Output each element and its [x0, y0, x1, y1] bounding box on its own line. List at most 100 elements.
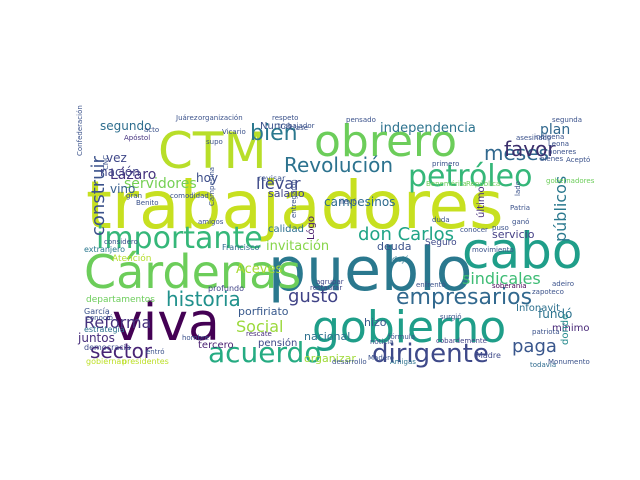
word-107: acto [144, 126, 159, 134]
word-125: trabajador [278, 122, 315, 130]
word-78: restaurar [310, 284, 342, 292]
word-91: Leona [548, 140, 569, 148]
word-127: entregaron [290, 179, 298, 218]
word-101: Patria [510, 204, 530, 212]
word-6: CTM [158, 122, 267, 180]
word-42: nacional [304, 330, 350, 343]
word-109: amigos [198, 218, 224, 226]
word-39: nación [100, 165, 140, 179]
word-9: petróleo [408, 159, 532, 194]
word-24: Social [236, 317, 283, 336]
word-95: segunda [552, 116, 582, 124]
word-58: Seguro [425, 238, 457, 248]
word-0: trabajadores [86, 167, 504, 244]
word-69: presidentes [122, 357, 169, 366]
word-112: hombre [182, 334, 209, 342]
word-74: todavía [530, 361, 556, 369]
word-75: Monumento [548, 358, 590, 366]
word-2: viva [112, 293, 220, 353]
word-33: campesinos [324, 195, 395, 209]
word-56: último [475, 186, 487, 218]
word-36: vino [110, 182, 135, 196]
word-71: desarrollo [332, 358, 367, 366]
word-14: empresarios [396, 285, 532, 310]
word-46: deuda [377, 240, 411, 253]
word-122: Confederación [76, 105, 84, 156]
word-65: García [84, 307, 110, 316]
word-16: bien [250, 121, 298, 146]
word-104: Campesina [208, 167, 216, 206]
word-100: República [466, 180, 500, 188]
word-57: vez [106, 151, 127, 165]
word-99: Benemérita [426, 180, 467, 188]
word-111: conoció [86, 314, 113, 322]
word-87: organización [198, 114, 243, 122]
word-108: supo [206, 138, 223, 146]
word-12: Revolución [284, 153, 393, 177]
word-11: dirigente [372, 339, 489, 369]
word-84: Vicario [222, 128, 246, 136]
word-103: gran [126, 192, 142, 200]
word-119: conocer [460, 226, 488, 234]
word-55: donde [560, 314, 571, 345]
word-62: Atención [112, 253, 151, 264]
word-47: Nunca [260, 121, 292, 132]
word-114: patriota [532, 328, 560, 336]
word-90: clase [290, 124, 308, 132]
word-70: entró [146, 348, 165, 356]
word-21: sector [90, 339, 153, 363]
word-98: gobernadores [546, 177, 595, 185]
word-102: Benito [136, 199, 159, 207]
word-67: democracia [84, 343, 131, 352]
word-19: favor [504, 137, 556, 161]
word-129: lado [514, 181, 522, 196]
word-20: gusto [288, 286, 338, 307]
word-116: movimiento [472, 246, 514, 254]
word-86: Juárez [175, 114, 198, 122]
word-73: Madre [476, 351, 501, 360]
word-32: plan [540, 122, 570, 138]
word-4: Cárdenas [84, 245, 301, 299]
word-43: juntos [77, 331, 115, 345]
word-121: Madero [368, 354, 394, 362]
word-63: departamentos [86, 295, 155, 305]
word-27: públicos [551, 176, 570, 242]
word-18: don Carlos [358, 224, 454, 245]
word-52: tercero [198, 340, 234, 351]
word-79: agrupar [316, 278, 344, 286]
word-110: considero [104, 238, 138, 246]
word-126: revisar [258, 174, 286, 183]
word-118: ganó [512, 218, 529, 226]
word-37: hoy [196, 171, 218, 185]
word-22: paga [512, 336, 557, 357]
word-60: dejó [392, 254, 409, 264]
word-61: Francisco [222, 243, 259, 252]
word-34: Lázaro [110, 167, 156, 183]
word-54: mínimo [552, 322, 590, 334]
word-68: gobiernan [86, 357, 126, 366]
word-81: soberanía [492, 282, 527, 290]
word-120: duda [432, 216, 450, 224]
word-88: respeto [272, 114, 298, 122]
word-83: rescate [246, 330, 272, 338]
word-40: porfiriato [238, 305, 289, 318]
word-31: Aceves [236, 262, 283, 277]
word-13: historia [166, 287, 241, 311]
word-5: obrero [314, 116, 457, 167]
word-128: primero [432, 160, 459, 168]
word-17: construir [88, 155, 109, 236]
word-51: Infonavit [516, 303, 560, 314]
word-35: segundo [100, 119, 151, 133]
word-44: hizo [364, 316, 387, 329]
word-8: importante [96, 221, 263, 256]
word-92: poneres [548, 148, 577, 156]
word-45: fundó [538, 307, 572, 321]
word-123: CNC [102, 155, 110, 170]
word-59: extranjero [84, 245, 125, 254]
word-117: puso [492, 224, 509, 232]
word-29: invitación [266, 239, 329, 254]
word-72: Amigas [390, 358, 416, 366]
word-53: pensión [258, 337, 297, 349]
word-15: meses [484, 141, 549, 165]
